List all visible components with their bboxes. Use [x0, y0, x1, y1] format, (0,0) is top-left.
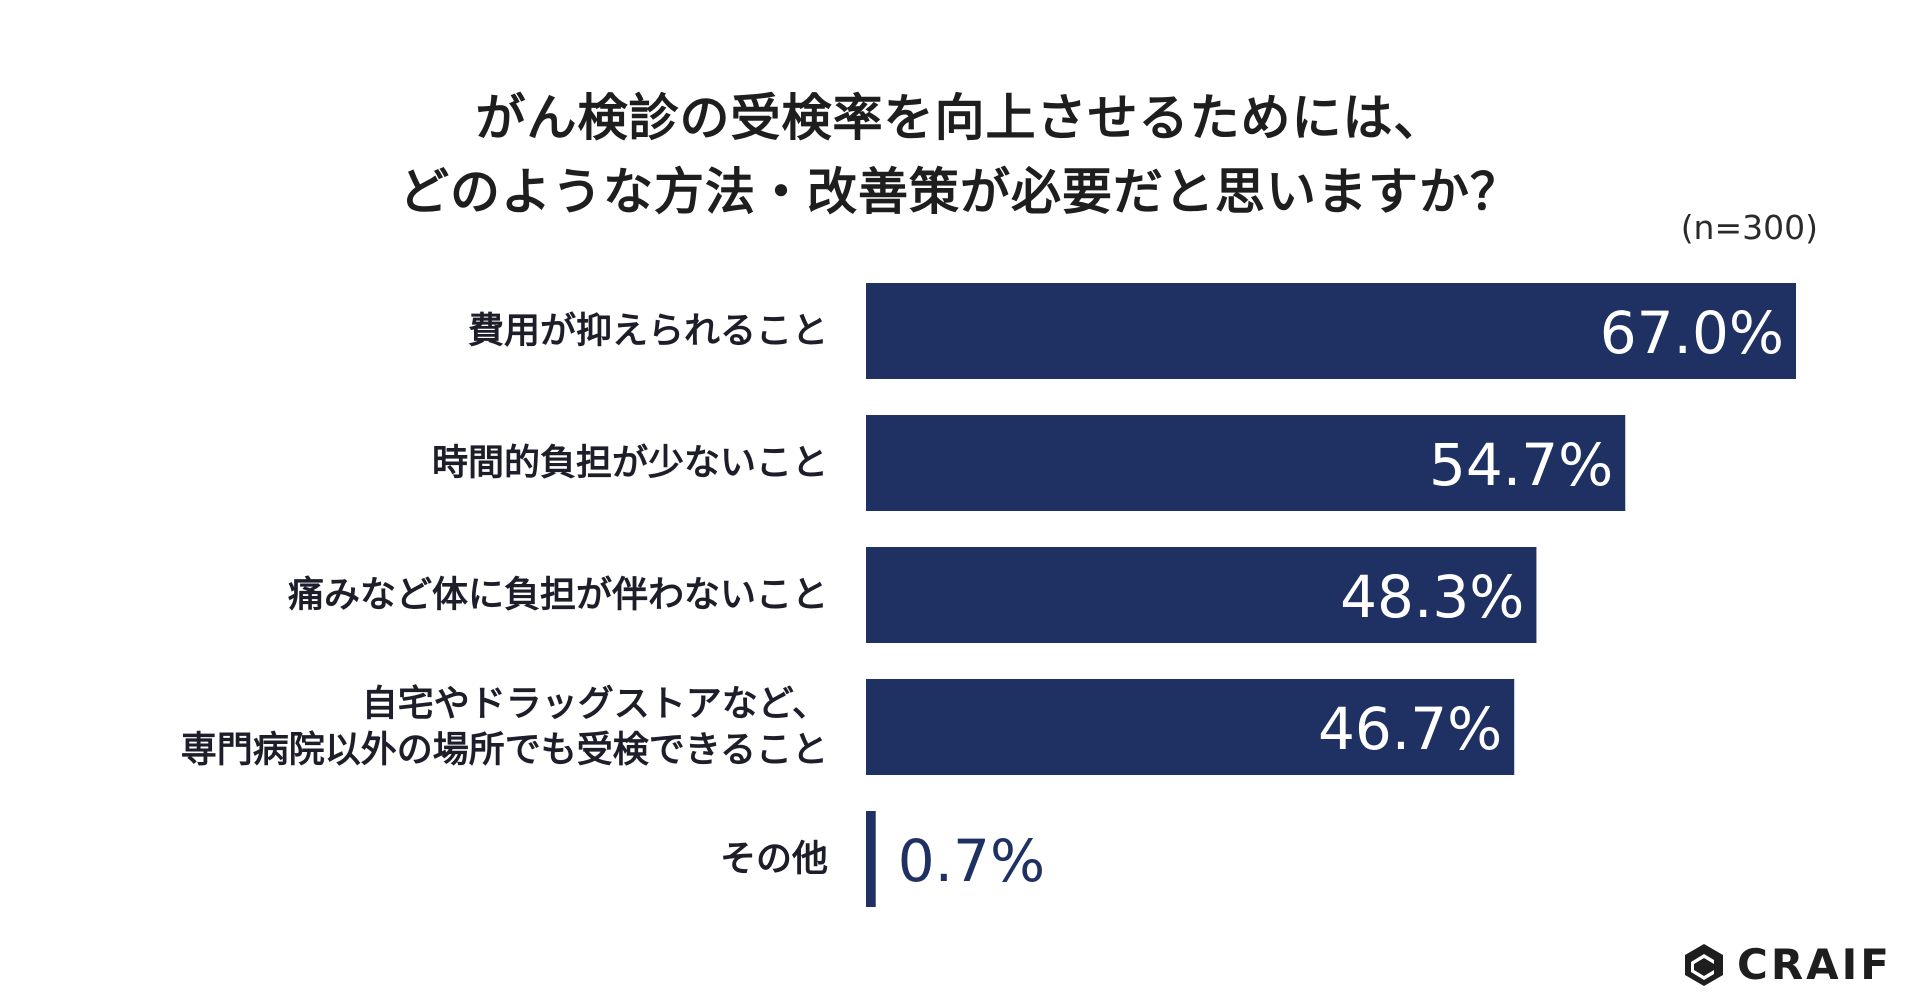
brand-name: CRAIF [1737, 940, 1892, 989]
category-label-1-0: 時間的負担が少ないこと [432, 443, 828, 484]
category-label-3-0: 自宅やドラッグストアなど、 [362, 683, 828, 725]
bar-2 [866, 547, 1537, 643]
chart-title-line-2: どのような方法・改善策が必要だと思いますか？ [399, 163, 1521, 221]
sample-size-note: (n=300) [1680, 208, 1818, 247]
value-label-0: 67.0% [1600, 299, 1784, 367]
value-label-1: 54.7% [1429, 431, 1613, 499]
brand-logo: CRAIF [1681, 940, 1892, 989]
category-label-3-1: 専門病院以外の場所でも受検できること [181, 730, 828, 771]
bar-4 [866, 811, 876, 907]
category-label-4-0: その他 [720, 839, 828, 880]
category-label-0-0: 費用が抑えられること [468, 311, 828, 352]
value-label-2: 48.3% [1340, 563, 1524, 631]
bar-3 [866, 679, 1515, 775]
value-label-3: 46.7% [1318, 695, 1502, 763]
bar-0 [866, 283, 1796, 379]
chart-title-line-1: がん検診の受検率を向上させるためには、 [475, 89, 1445, 147]
value-label-4: 0.7% [898, 827, 1045, 895]
category-label-2-0: 痛みなど体に負担が伴わないこと [288, 575, 828, 616]
bar-1 [866, 415, 1626, 511]
craif-logo-icon [1685, 943, 1723, 986]
